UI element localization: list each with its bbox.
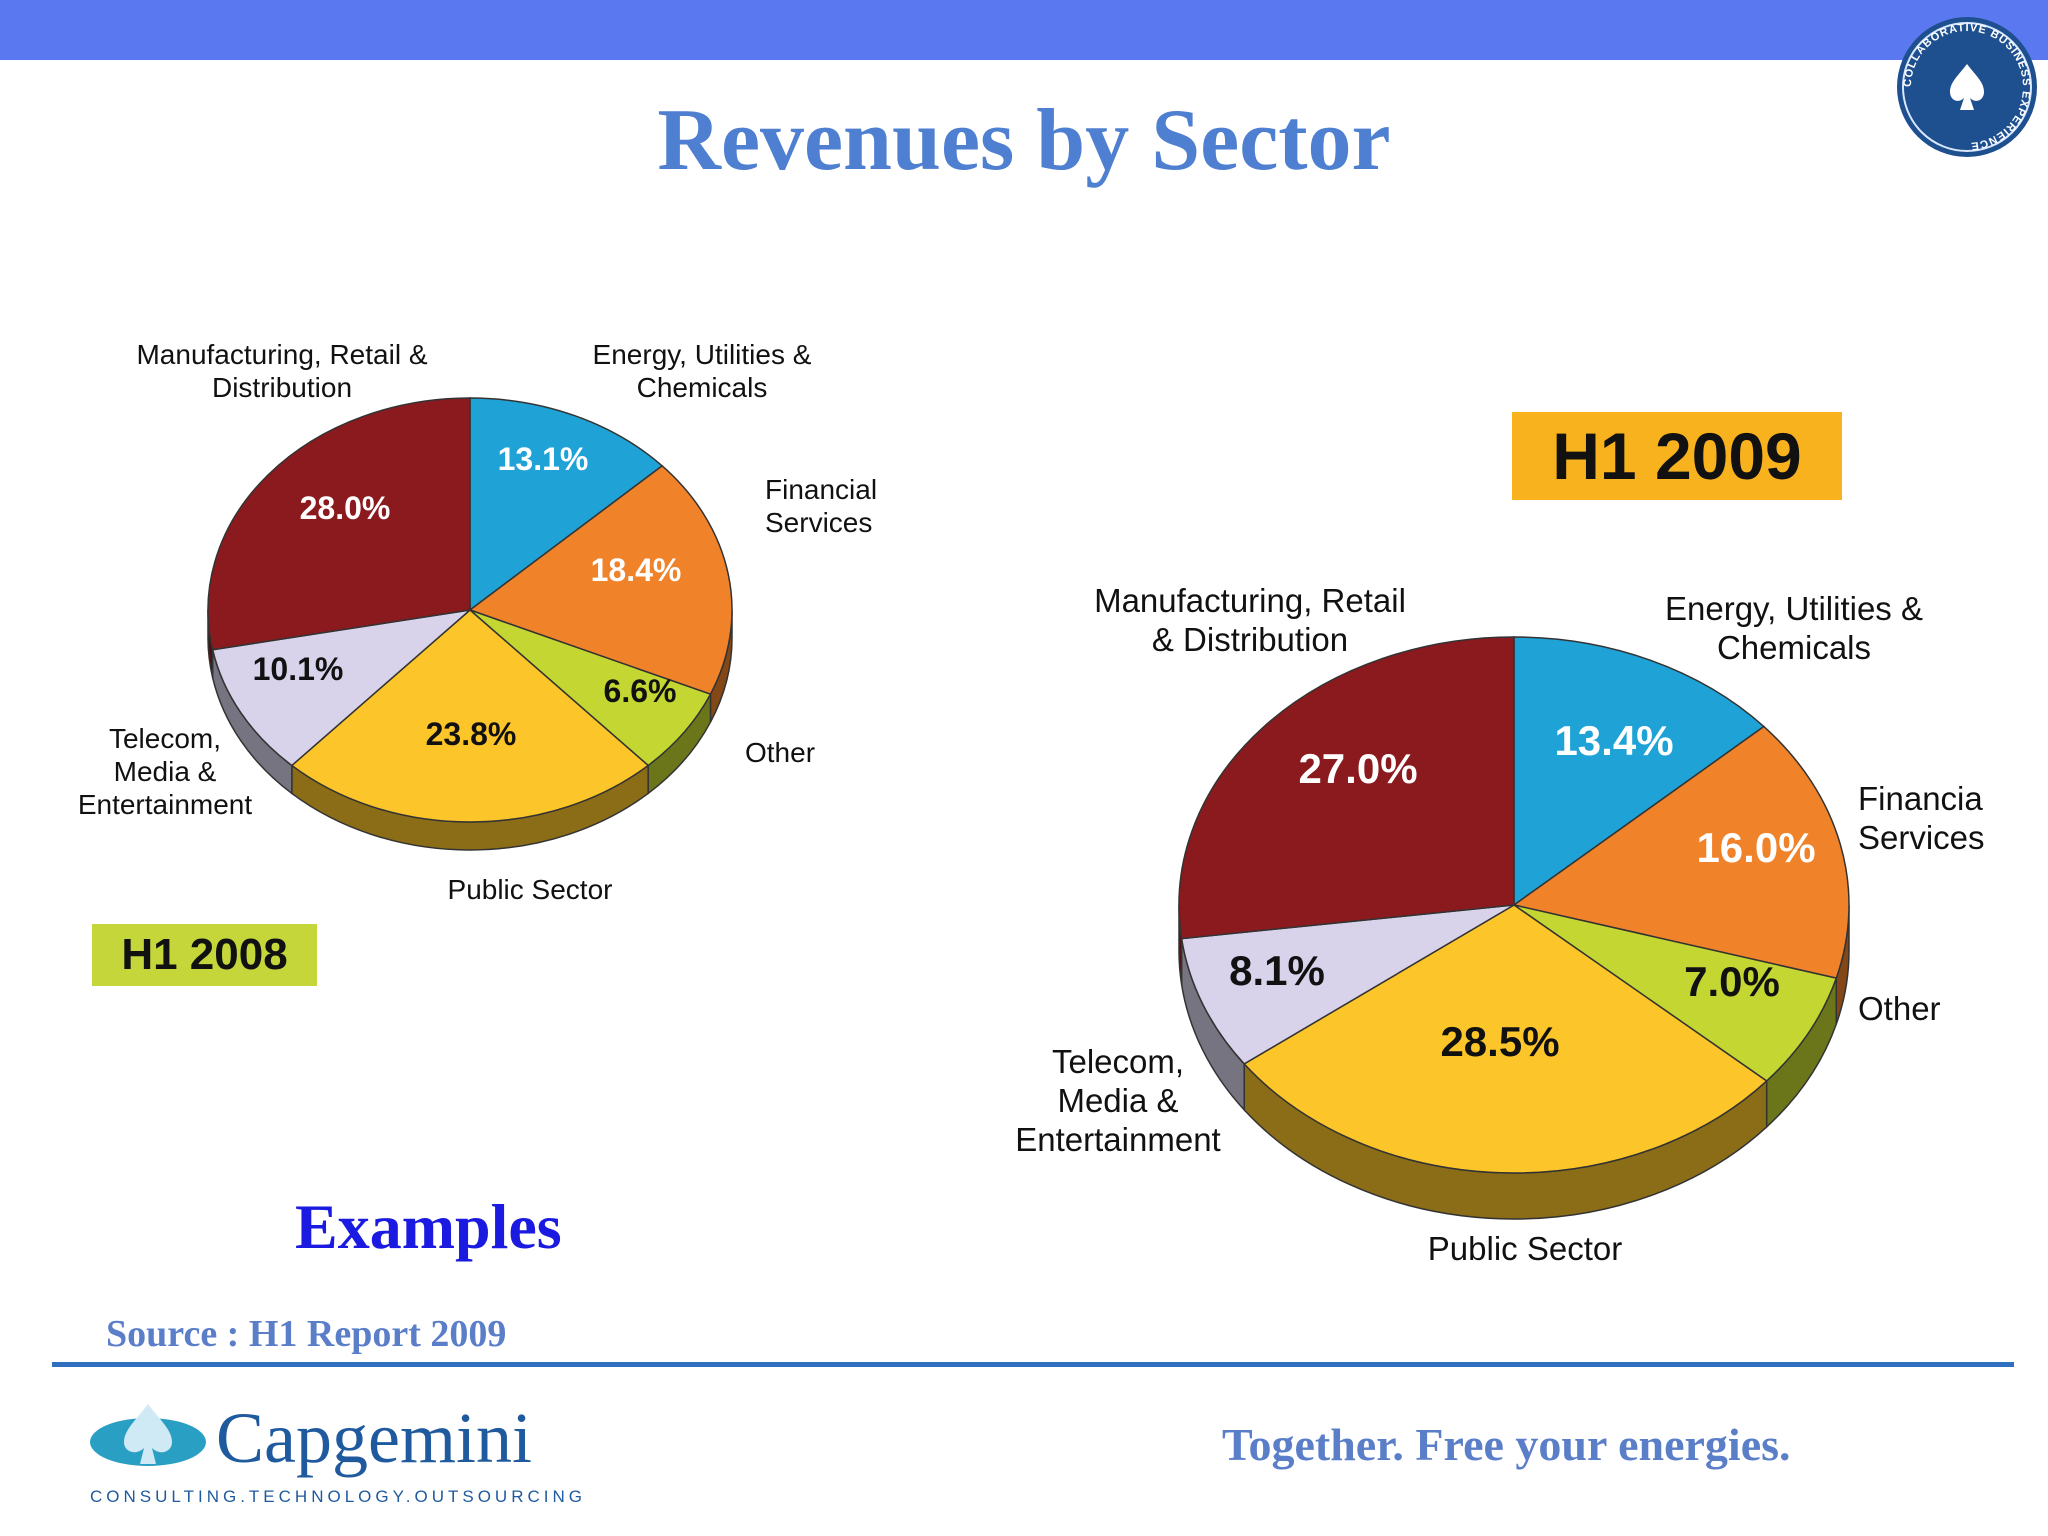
value-label-h1-2009-energy-utilities-chemicals: 13.4%	[1554, 717, 1673, 764]
footer-divider	[52, 1362, 2014, 1367]
pie-slice-h1-2008-energy-utilities-chemicals	[469, 397, 664, 612]
value-label-h1-2008-public-sector: 23.8%	[426, 716, 517, 752]
value-label-h1-2008-energy-utilities-chemicals: 13.1%	[498, 441, 589, 477]
tagline: Together. Free your energies.	[1222, 1419, 1791, 1470]
category-label-h1-2008-telecom-media-entertainment: Telecom, Media & Entertainment	[78, 723, 253, 820]
category-label-h1-2008-other: Other	[745, 737, 815, 768]
value-label-h1-2008-telecom-media-entertainment: 10.1%	[253, 651, 344, 687]
value-label-h1-2009-other: 7.0%	[1684, 958, 1780, 1005]
value-label-h1-2009-financial-services: 16.0%	[1696, 824, 1815, 871]
value-label-h1-2009-telecom-media-entertainment: 8.1%	[1229, 947, 1325, 994]
pie-chart-h1-2008: 13.1% 18.4% 6.6% 23.8% 10.1% 28.0% Energy, Uti…	[78, 339, 877, 905]
category-label-h1-2008-public-sector: Public Sector	[448, 874, 613, 905]
category-label-h1-2009-energy-utilities-chemicals: Energy, Utilities & Chemicals	[1665, 590, 1923, 666]
pie-slice-h1-2009-public-sector	[1243, 904, 1768, 1174]
value-label-h1-2009-manufacturing-retail-distribution: 27.0%	[1298, 745, 1417, 792]
category-label-h1-2009-telecom-media-entertainment: Telecom, Media & Entertainment	[1015, 1043, 1220, 1158]
category-label-h1-2008-manufacturing-retail-distribution: Manufacturing, Retail & Distribution	[136, 339, 427, 403]
value-label-h1-2009-public-sector: 28.5%	[1440, 1018, 1559, 1065]
pie-slice-h1-2008-manufacturing-retail-distribution	[207, 397, 471, 651]
category-label-h1-2008-financial-services: Financial Services	[765, 474, 877, 538]
pie-slice-h1-2008-public-sector	[290, 609, 650, 823]
period-badge-h1-2009: H1 2009	[1512, 412, 1842, 500]
value-label-h1-2008-financial-services: 18.4%	[591, 552, 682, 588]
spade-icon	[1950, 64, 1984, 110]
logo-wordmark: Capgemini	[216, 1398, 532, 1478]
pie-slice-h1-2008-other	[469, 609, 712, 767]
pie-slice-h1-2008-telecom-media-entertainment	[211, 608, 473, 767]
value-label-h1-2008-other: 6.6%	[604, 673, 677, 709]
category-label-h1-2009-financial-services: Financia Services	[1858, 780, 1985, 856]
pie-slice-h1-2009-other	[1513, 904, 1838, 1082]
category-label-h1-2009-public-sector: Public Sector	[1428, 1230, 1622, 1267]
value-label-h1-2008-manufacturing-retail-distribution: 28.0%	[300, 490, 391, 526]
source-note: Source : H1 Report 2009	[106, 1313, 507, 1355]
logo-subtext: CONSULTING.TECHNOLOGY.OUTSOURCING	[90, 1487, 586, 1506]
top-bar	[0, 0, 2048, 60]
pie-slice-h1-2009-financial-services	[1512, 725, 1850, 980]
pie-slice-h1-2009-energy-utilities-chemicals	[1513, 636, 1766, 907]
collaborative-business-experience-seal: COLLABORATIVE BUSINESS EXPERIENCE	[1897, 17, 2037, 157]
category-label-h1-2009-other: Other	[1858, 990, 1941, 1027]
category-label-h1-2009-manufacturing-retail-distribution: Manufacturing, Retail & Distribution	[1094, 582, 1406, 658]
pie-chart-h1-2009: 13.4% 16.0% 7.0% 28.5% 8.1% 27.0% Energy, Util…	[1015, 582, 1984, 1267]
examples-heading: Examples	[295, 1191, 562, 1262]
pie-slice-h1-2009-telecom-media-entertainment	[1180, 904, 1515, 1065]
capgemini-logo: Capgemini CONSULTING.TECHNOLOGY.OUTSOURC…	[90, 1398, 586, 1506]
category-label-h1-2008-energy-utilities-chemicals: Energy, Utilities & Chemicals	[593, 339, 812, 403]
pie-slice-h1-2009-manufacturing-retail-distribution	[1178, 636, 1515, 940]
pie-slice-h1-2008-financial-services	[468, 464, 733, 696]
period-badge-h1-2008: H1 2008	[92, 924, 317, 986]
page-title: Revenues by Sector	[657, 92, 1391, 189]
